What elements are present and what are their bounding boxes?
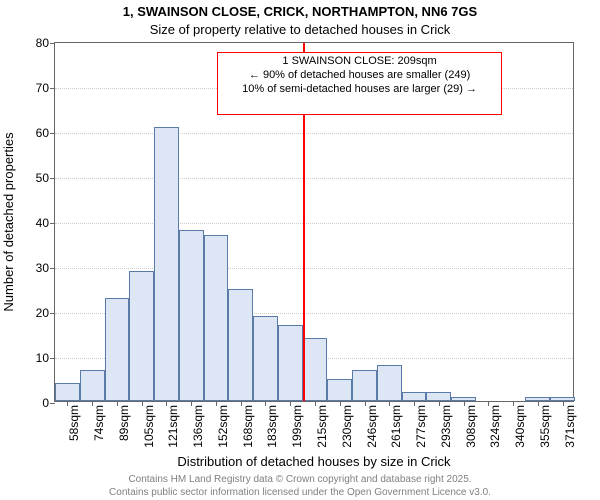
footnote-line1: Contains HM Land Registry data © Crown c… — [0, 474, 600, 487]
xtick-label: 168sqm — [241, 405, 255, 448]
ytick-mark — [50, 88, 55, 89]
ytick-label: 40 — [36, 216, 49, 230]
xtick-label: 74sqm — [92, 405, 106, 441]
footnote: Contains HM Land Registry data © Crown c… — [0, 474, 600, 499]
footnote-line2: Contains public sector information licen… — [0, 487, 600, 500]
xtick-label: 261sqm — [389, 405, 403, 448]
xtick-label: 355sqm — [538, 405, 552, 448]
xtick-label: 230sqm — [340, 405, 354, 448]
xtick-label: 215sqm — [315, 405, 329, 448]
ytick-label: 30 — [36, 261, 49, 275]
xtick-label: 324sqm — [488, 405, 502, 448]
histogram-bar — [278, 325, 303, 402]
histogram-bar — [179, 230, 204, 401]
ytick-label: 20 — [36, 306, 49, 320]
xtick-label: 58sqm — [67, 405, 81, 441]
histogram-bar — [154, 127, 179, 402]
xtick-label: 89sqm — [117, 405, 131, 441]
annotation-line2: ← 90% of detached houses are smaller (24… — [222, 69, 497, 83]
xtick-label: 340sqm — [513, 405, 527, 448]
histogram-bar — [55, 383, 80, 401]
ytick-label: 70 — [36, 81, 49, 95]
x-axis-label: Distribution of detached houses by size … — [54, 454, 574, 469]
xtick-label: 136sqm — [191, 405, 205, 448]
gridline — [55, 133, 573, 134]
y-axis-label: Number of detached properties — [1, 132, 16, 311]
ytick-label: 10 — [36, 351, 49, 365]
ytick-label: 50 — [36, 171, 49, 185]
xtick-label: 105sqm — [142, 405, 156, 448]
annotation-box: 1 SWAINSON CLOSE: 209sqm← 90% of detache… — [217, 52, 502, 115]
xtick-label: 293sqm — [439, 405, 453, 448]
xtick-label: 199sqm — [290, 405, 304, 448]
ytick-mark — [50, 223, 55, 224]
xtick-label: 183sqm — [265, 405, 279, 448]
histogram-bar — [228, 289, 253, 402]
annotation-line3: 10% of semi-detached houses are larger (… — [222, 83, 497, 97]
annotation-line1: 1 SWAINSON CLOSE: 209sqm — [222, 55, 497, 69]
chart-title-line2: Size of property relative to detached ho… — [0, 22, 600, 37]
xtick-label: 152sqm — [216, 405, 230, 448]
xtick-label: 308sqm — [464, 405, 478, 448]
histogram-bar — [327, 379, 352, 402]
xtick-label: 371sqm — [563, 405, 577, 448]
ytick-mark — [50, 358, 55, 359]
ytick-mark — [50, 403, 55, 404]
chart-title-line1: 1, SWAINSON CLOSE, CRICK, NORTHAMPTON, N… — [0, 4, 600, 19]
ytick-mark — [50, 313, 55, 314]
histogram-bar — [377, 365, 402, 401]
gridline — [55, 178, 573, 179]
histogram-bar — [204, 235, 229, 402]
ytick-mark — [50, 268, 55, 269]
histogram-bar — [303, 338, 328, 401]
histogram-bar — [426, 392, 451, 401]
histogram-bar — [129, 271, 154, 402]
ytick-label: 60 — [36, 126, 49, 140]
ytick-label: 0 — [42, 396, 49, 410]
ytick-mark — [50, 178, 55, 179]
histogram-bar — [352, 370, 377, 402]
xtick-label: 121sqm — [166, 405, 180, 448]
ytick-mark — [50, 133, 55, 134]
xtick-label: 246sqm — [365, 405, 379, 448]
plot-area: 0102030405060708058sqm74sqm89sqm105sqm12… — [54, 42, 574, 402]
histogram-bar — [253, 316, 278, 402]
ytick-mark — [50, 43, 55, 44]
ytick-label: 80 — [36, 36, 49, 50]
histogram-bar — [105, 298, 130, 402]
xtick-label: 277sqm — [414, 405, 428, 448]
histogram-bar — [402, 392, 427, 401]
histogram-bar — [80, 370, 105, 402]
gridline — [55, 223, 573, 224]
gridline — [55, 268, 573, 269]
